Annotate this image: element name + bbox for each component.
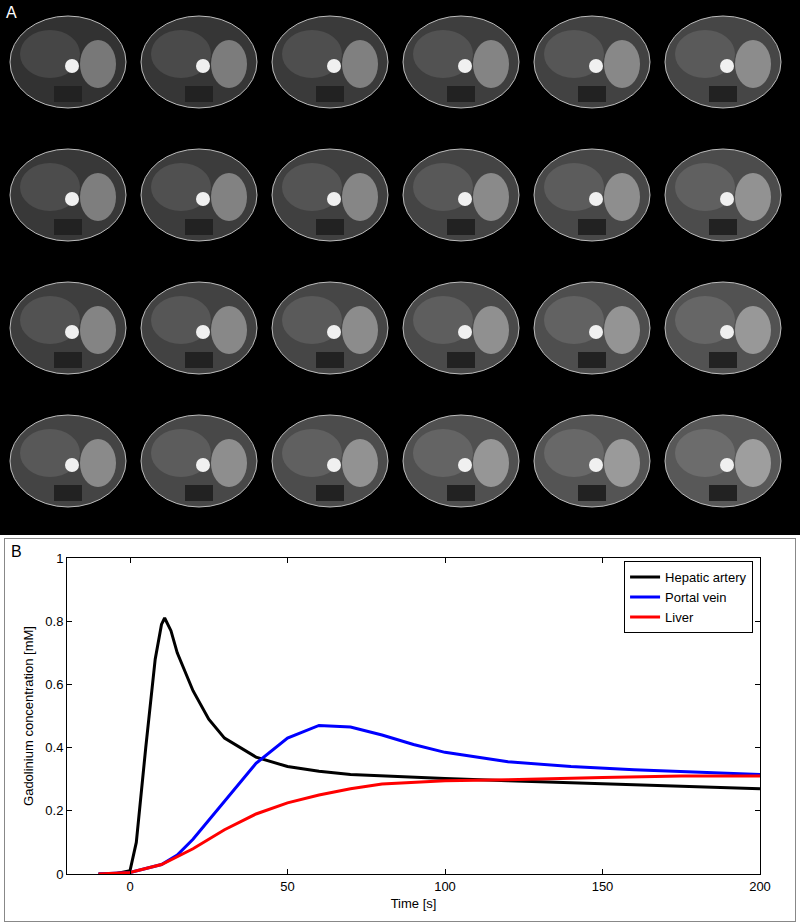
svg-text:0: 0 xyxy=(126,879,133,894)
svg-text:0.8: 0.8 xyxy=(45,614,63,629)
svg-text:0.2: 0.2 xyxy=(45,803,63,818)
svg-text:Portal vein: Portal vein xyxy=(665,590,726,605)
svg-text:0.6: 0.6 xyxy=(45,677,63,692)
svg-text:0: 0 xyxy=(56,867,63,882)
svg-text:150: 150 xyxy=(592,879,614,894)
svg-text:Hepatic artery: Hepatic artery xyxy=(665,570,746,585)
svg-text:50: 50 xyxy=(280,879,294,894)
svg-text:Gadolinium concentration [mM]: Gadolinium concentration [mM] xyxy=(21,626,36,806)
svg-text:Liver: Liver xyxy=(665,610,694,625)
html-text:B: B xyxy=(11,543,22,560)
svg-text:0.4: 0.4 xyxy=(45,740,63,755)
svg-text:200: 200 xyxy=(749,879,771,894)
svg-text:1: 1 xyxy=(56,551,63,566)
html-text:A: A xyxy=(6,4,17,21)
svg-text:Time [s]: Time [s] xyxy=(391,896,437,911)
svg-text:100: 100 xyxy=(434,879,456,894)
